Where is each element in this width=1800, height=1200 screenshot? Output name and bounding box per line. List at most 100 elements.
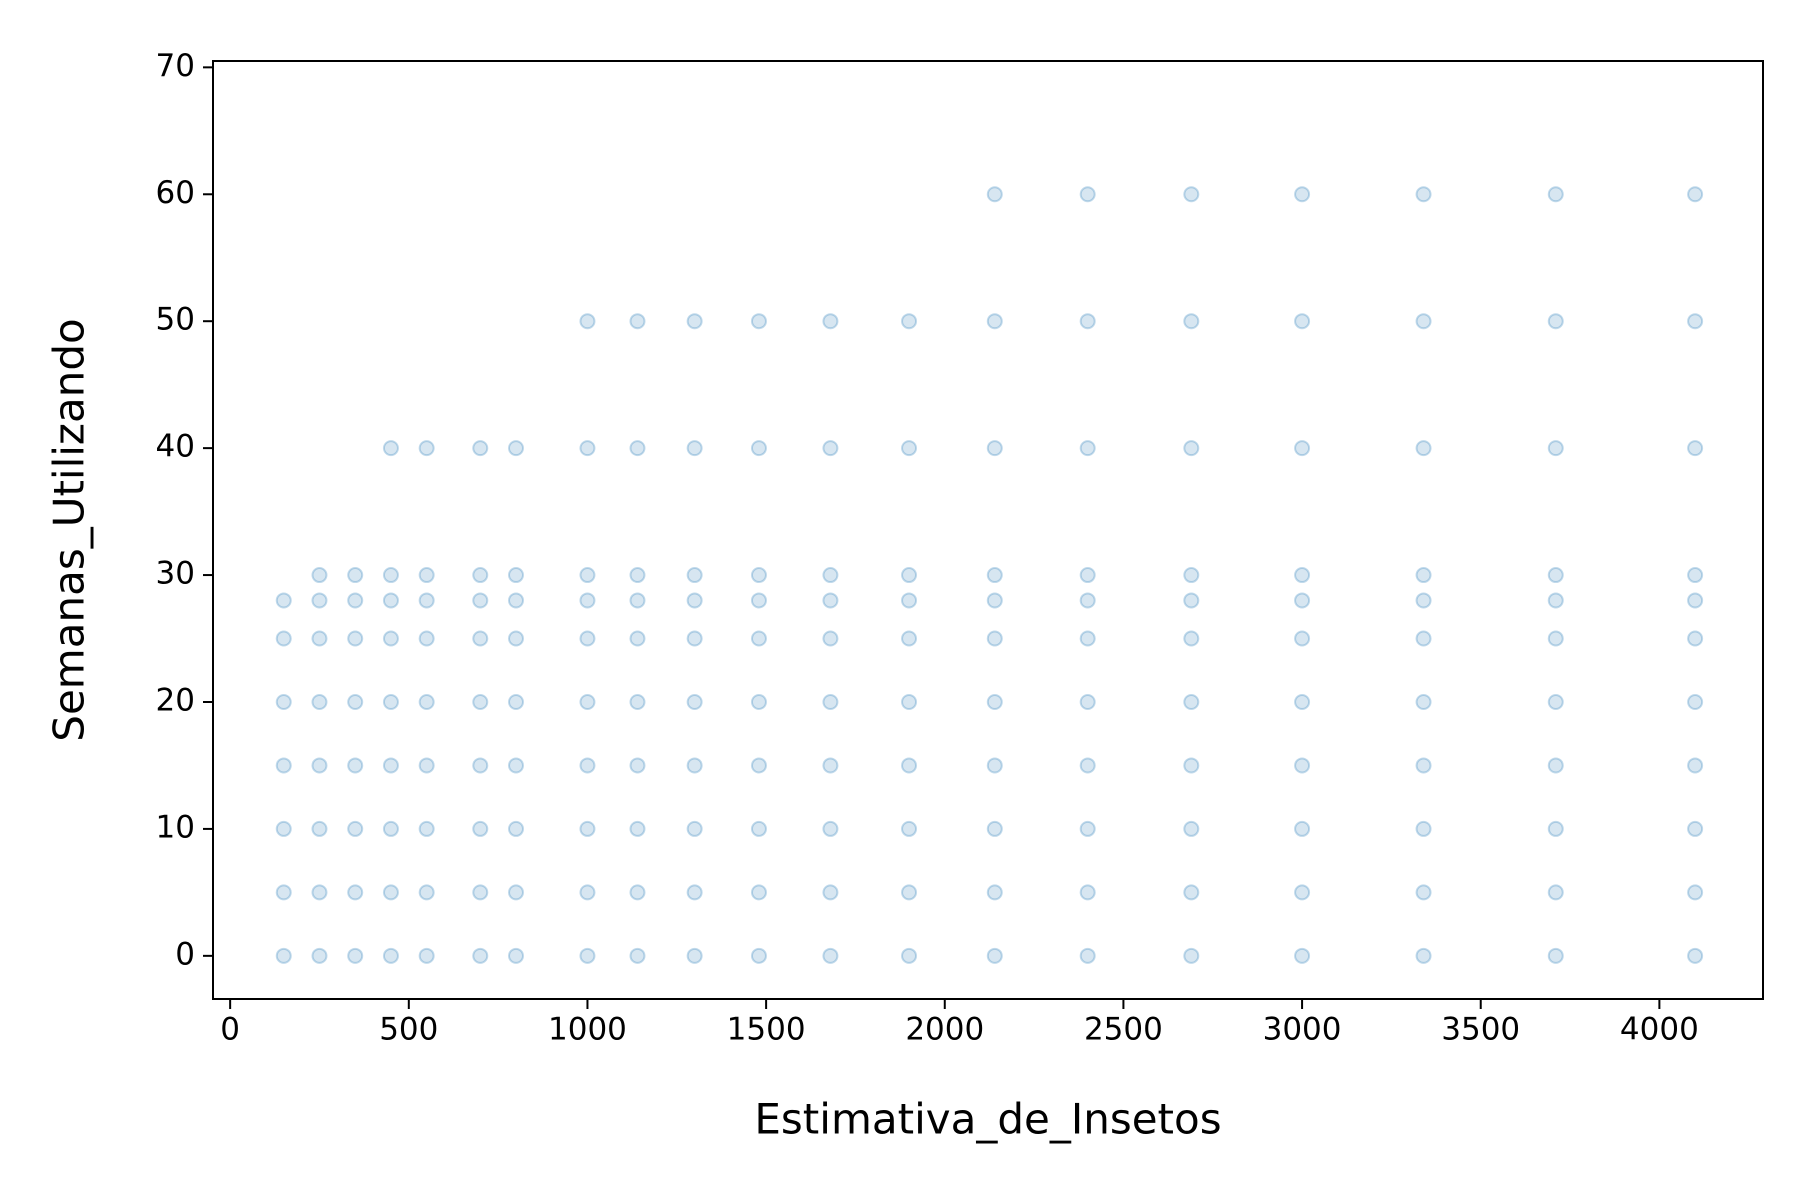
point xyxy=(1079,947,1096,964)
point xyxy=(901,693,918,710)
point xyxy=(750,820,767,837)
point xyxy=(1415,884,1432,901)
point xyxy=(822,947,839,964)
point xyxy=(418,693,435,710)
point xyxy=(579,440,596,457)
point xyxy=(986,884,1003,901)
point xyxy=(686,592,703,609)
point xyxy=(750,884,767,901)
point xyxy=(1415,440,1432,457)
point xyxy=(750,757,767,774)
point xyxy=(629,757,646,774)
point xyxy=(311,884,328,901)
point xyxy=(1415,947,1432,964)
point xyxy=(1294,630,1311,647)
point xyxy=(822,592,839,609)
point xyxy=(418,884,435,901)
point xyxy=(986,592,1003,609)
point xyxy=(311,947,328,964)
point xyxy=(347,567,364,584)
point xyxy=(750,947,767,964)
point xyxy=(1183,884,1200,901)
point xyxy=(986,947,1003,964)
point xyxy=(1687,884,1704,901)
point xyxy=(1079,693,1096,710)
x-tick-label: 2000 xyxy=(905,1012,984,1048)
point xyxy=(686,567,703,584)
point xyxy=(1547,440,1564,457)
y-tick-label: 50 xyxy=(156,302,195,338)
point xyxy=(1415,757,1432,774)
point xyxy=(1415,186,1432,203)
point xyxy=(579,567,596,584)
point xyxy=(901,947,918,964)
point xyxy=(686,884,703,901)
point xyxy=(1687,630,1704,647)
point xyxy=(986,567,1003,584)
point xyxy=(986,757,1003,774)
point xyxy=(1294,947,1311,964)
point xyxy=(1294,820,1311,837)
point xyxy=(1547,567,1564,584)
point xyxy=(579,947,596,964)
point xyxy=(472,630,489,647)
point xyxy=(1079,630,1096,647)
x-tick-label: 3000 xyxy=(1263,1012,1342,1048)
point xyxy=(1079,757,1096,774)
point xyxy=(1183,757,1200,774)
point xyxy=(750,630,767,647)
point xyxy=(472,947,489,964)
point xyxy=(1079,440,1096,457)
point xyxy=(1547,947,1564,964)
point xyxy=(507,592,524,609)
point xyxy=(311,820,328,837)
point xyxy=(1415,592,1432,609)
point xyxy=(686,757,703,774)
point xyxy=(472,820,489,837)
point xyxy=(418,630,435,647)
point xyxy=(1415,693,1432,710)
point xyxy=(901,820,918,837)
point xyxy=(1294,693,1311,710)
point xyxy=(1547,820,1564,837)
point xyxy=(275,592,292,609)
point xyxy=(382,693,399,710)
point xyxy=(986,630,1003,647)
point xyxy=(472,567,489,584)
point xyxy=(1547,592,1564,609)
point xyxy=(1079,186,1096,203)
point xyxy=(1183,947,1200,964)
point xyxy=(1183,630,1200,647)
point xyxy=(472,592,489,609)
point xyxy=(822,820,839,837)
point xyxy=(686,947,703,964)
point xyxy=(347,757,364,774)
point xyxy=(1547,186,1564,203)
point xyxy=(629,630,646,647)
point xyxy=(901,313,918,330)
point xyxy=(347,592,364,609)
point xyxy=(507,820,524,837)
point xyxy=(579,592,596,609)
point xyxy=(1294,313,1311,330)
point xyxy=(507,693,524,710)
y-tick-label: 40 xyxy=(156,429,195,465)
x-tick-label: 3500 xyxy=(1441,1012,1520,1048)
point xyxy=(1687,186,1704,203)
y-tick-label: 70 xyxy=(156,48,195,84)
point xyxy=(822,630,839,647)
point xyxy=(1687,947,1704,964)
point xyxy=(1547,757,1564,774)
point xyxy=(901,440,918,457)
point xyxy=(507,884,524,901)
point xyxy=(579,757,596,774)
point xyxy=(347,630,364,647)
point xyxy=(1183,313,1200,330)
point xyxy=(1547,313,1564,330)
point xyxy=(472,693,489,710)
point xyxy=(901,630,918,647)
point xyxy=(1415,820,1432,837)
point xyxy=(275,630,292,647)
point xyxy=(1294,757,1311,774)
point xyxy=(750,592,767,609)
